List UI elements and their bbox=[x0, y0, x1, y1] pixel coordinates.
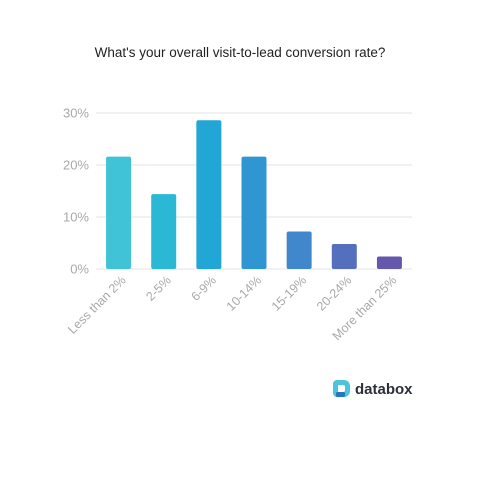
y-tick-label: 20% bbox=[63, 158, 89, 173]
y-tick-label: 30% bbox=[63, 106, 89, 121]
x-tick-label: 6-9% bbox=[188, 273, 219, 304]
bar bbox=[376, 256, 402, 269]
x-tick-label: 15-19% bbox=[269, 273, 309, 313]
databox-logo: databox bbox=[333, 380, 413, 398]
bar bbox=[196, 120, 222, 269]
x-tick-label: 20-24% bbox=[314, 273, 354, 313]
y-tick-label: 10% bbox=[63, 210, 89, 225]
databox-logo-text: databox bbox=[355, 381, 413, 398]
x-tick-label: 2-5% bbox=[143, 273, 174, 304]
chart-title: What's your overall visit-to-lead conver… bbox=[95, 45, 386, 60]
bars bbox=[106, 120, 402, 269]
bar bbox=[106, 156, 132, 269]
x-axis-ticks: Less than 2% 2-5% 6-9% 10-14% 15-19% 20-24%Mo… bbox=[65, 273, 399, 343]
y-axis-ticks: 0% 10% 20% 30% bbox=[63, 106, 89, 277]
bar bbox=[331, 244, 357, 269]
y-tick-label: 0% bbox=[70, 262, 89, 277]
bar bbox=[241, 156, 267, 269]
databox-logo-icon bbox=[333, 380, 350, 397]
x-tick-label: Less than 2% bbox=[65, 273, 128, 336]
bar bbox=[286, 231, 312, 269]
x-tick-label: 10-14% bbox=[224, 273, 264, 313]
bar bbox=[151, 194, 177, 269]
